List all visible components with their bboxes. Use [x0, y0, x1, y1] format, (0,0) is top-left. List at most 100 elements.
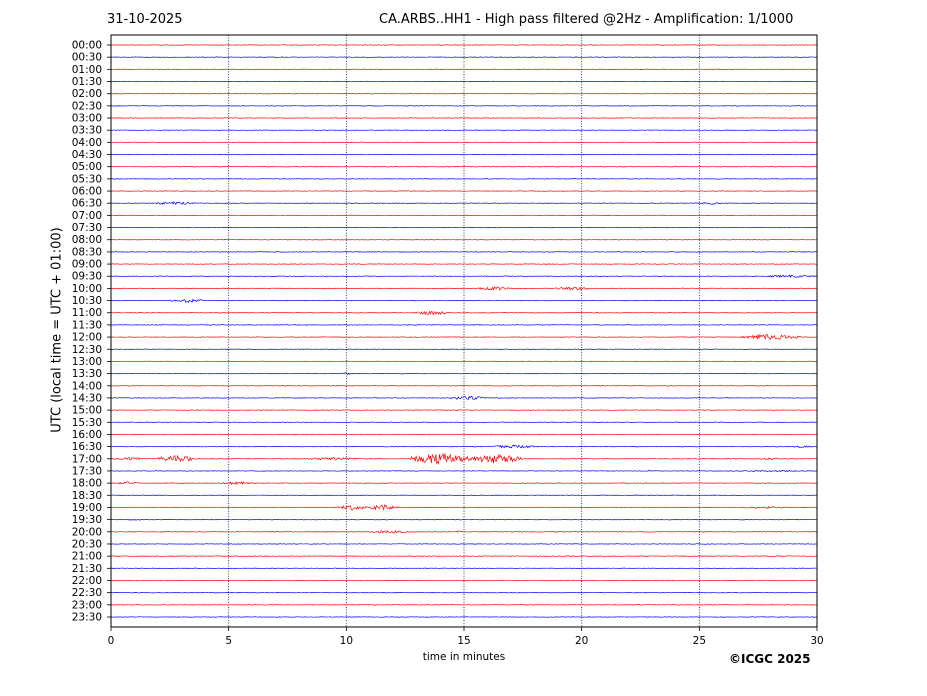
- copyright-label: ©ICGC 2025: [729, 652, 811, 666]
- trace-1900: [110, 504, 817, 511]
- trace-1300: [110, 360, 817, 363]
- trace-1400: [110, 385, 817, 387]
- trace-1530: [110, 421, 817, 423]
- trace-2230: [110, 591, 817, 594]
- y-tick-label: 15:30: [72, 417, 102, 429]
- trace-1830: [110, 494, 817, 496]
- trace-1100: [110, 310, 817, 316]
- y-tick-label: 14:00: [72, 380, 102, 392]
- y-tick-label: 04:00: [72, 137, 102, 149]
- trace-1030: [110, 298, 817, 303]
- trace-0900: [110, 263, 817, 265]
- y-tick-label: 21:30: [72, 563, 102, 575]
- x-tick-label: 20: [575, 635, 588, 647]
- trace-1430: [110, 395, 817, 400]
- y-tick-label: 01:30: [72, 76, 102, 88]
- trace-0130: [110, 80, 817, 83]
- trace-1200: [110, 333, 817, 341]
- trace-1130: [110, 324, 817, 326]
- trace-1500: [110, 409, 817, 411]
- y-tick-label: 06:30: [72, 198, 102, 210]
- trace-0300: [110, 117, 817, 119]
- y-tick-label: 00:00: [72, 40, 102, 52]
- y-tick-label: 18:30: [72, 490, 102, 502]
- trace-0000: [110, 44, 817, 46]
- y-tick-label: 07:00: [72, 210, 102, 222]
- trace-1000: [110, 286, 817, 291]
- trace-0200: [110, 93, 817, 95]
- x-tick-label: 5: [225, 635, 232, 647]
- trace-0500: [110, 165, 817, 168]
- y-tick-label: 07:30: [72, 222, 102, 234]
- trace-1600: [110, 433, 817, 436]
- trace-0630: [110, 201, 817, 206]
- y-tick-label: 06:00: [72, 186, 102, 198]
- trace-0530: [110, 178, 817, 180]
- trace-0100: [110, 68, 817, 71]
- trace-2300: [110, 604, 817, 606]
- trace-0730: [110, 226, 817, 229]
- trace-2200: [110, 579, 817, 582]
- plot-date: 31-10-2025: [107, 12, 183, 27]
- y-tick-label: 10:30: [72, 295, 102, 307]
- y-tick-label: 05:00: [72, 161, 102, 173]
- trace-0230: [110, 105, 817, 107]
- y-tick-label: 13:30: [72, 368, 102, 380]
- trace-2100: [110, 555, 817, 557]
- y-tick-label: 11:00: [72, 307, 102, 319]
- trace-1630: [110, 444, 817, 449]
- y-tick-label: 08:00: [72, 234, 102, 246]
- y-tick-label: 09:30: [72, 271, 102, 283]
- y-tick-label: 22:30: [72, 587, 102, 599]
- trace-0430: [110, 153, 817, 156]
- y-tick-label: 09:00: [72, 259, 102, 271]
- y-tick-label: 13:00: [72, 356, 102, 368]
- trace-1700: [110, 452, 817, 465]
- x-tick-label: 15: [457, 635, 470, 647]
- y-tick-label: 08:30: [72, 246, 102, 258]
- trace-1800: [110, 480, 817, 486]
- y-tick-label: 14:30: [72, 392, 102, 404]
- y-tick-label: 15:00: [72, 405, 102, 417]
- y-tick-label: 17:30: [72, 465, 102, 477]
- y-tick-label: 19:00: [72, 502, 102, 514]
- trace-1230: [110, 348, 817, 350]
- y-tick-label: 12:30: [72, 344, 102, 356]
- trace-0700: [110, 214, 817, 217]
- y-tick-label: 10:00: [72, 283, 102, 295]
- trace-0930: [110, 274, 817, 279]
- y-tick-label: 05:30: [72, 173, 102, 185]
- y-tick-label: 23:00: [72, 599, 102, 611]
- y-tick-label: 18:00: [72, 478, 102, 490]
- y-tick-label: 11:30: [72, 319, 102, 331]
- y-tick-label: 23:30: [72, 611, 102, 623]
- trace-0830: [110, 251, 817, 253]
- y-tick-label: 22:00: [72, 575, 102, 587]
- y-tick-label: 00:30: [72, 52, 102, 64]
- y-tick-label: 20:00: [72, 526, 102, 538]
- trace-0330: [110, 129, 817, 131]
- y-tick-label: 04:30: [72, 149, 102, 161]
- trace-0800: [110, 239, 817, 241]
- y-tick-label: 21:00: [72, 551, 102, 563]
- y-tick-label: 02:30: [72, 100, 102, 112]
- trace-2330: [110, 616, 817, 618]
- x-axis-label: time in minutes: [422, 651, 506, 663]
- trace-0400: [110, 141, 817, 144]
- trace-1330: [110, 372, 817, 376]
- y-tick-label: 01:00: [72, 64, 102, 76]
- x-tick-label: 10: [340, 635, 353, 647]
- trace-2130: [110, 567, 817, 569]
- plot-title: CA.ARBS..HH1 - High pass filtered @2Hz -…: [379, 12, 794, 27]
- trace-1930: [110, 518, 817, 521]
- y-tick-label: 02:00: [72, 88, 102, 100]
- y-tick-label: 17:00: [72, 453, 102, 465]
- trace-0030: [110, 56, 817, 58]
- y-tick-label: 20:30: [72, 538, 102, 550]
- y-tick-label: 12:00: [72, 332, 102, 344]
- y-tick-label: 03:00: [72, 113, 102, 125]
- y-tick-label: 16:30: [72, 441, 102, 453]
- trace-2030: [110, 543, 817, 545]
- trace-1730: [110, 469, 817, 473]
